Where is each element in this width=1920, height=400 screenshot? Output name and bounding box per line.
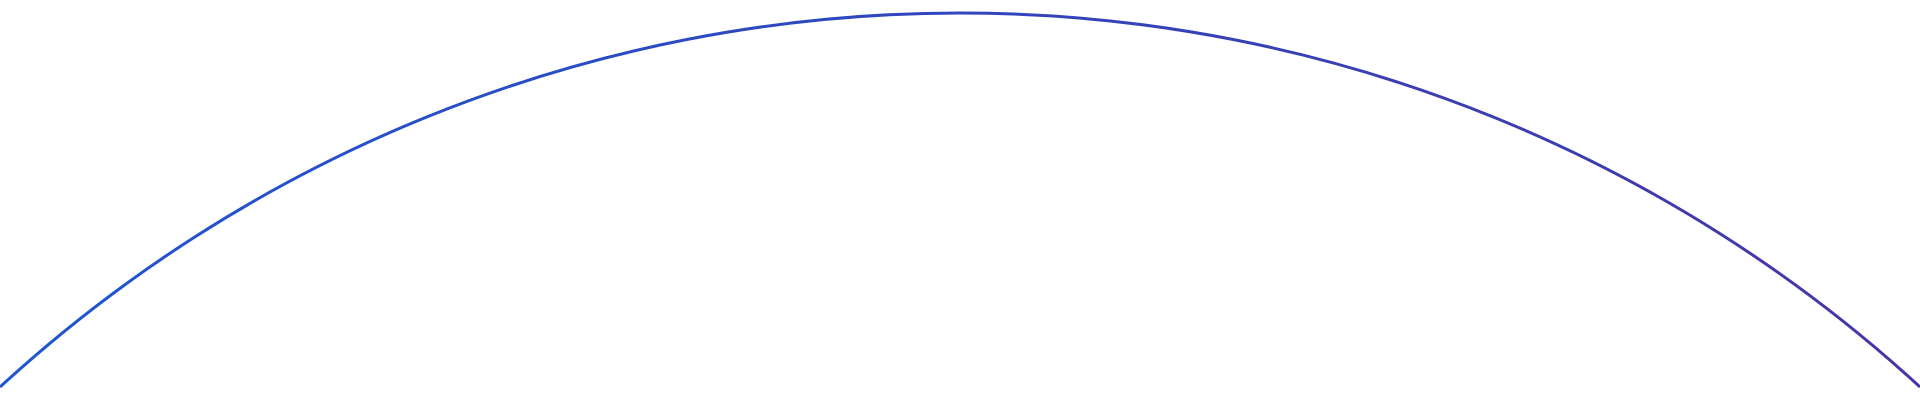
decorative-arc	[0, 11, 1920, 389]
